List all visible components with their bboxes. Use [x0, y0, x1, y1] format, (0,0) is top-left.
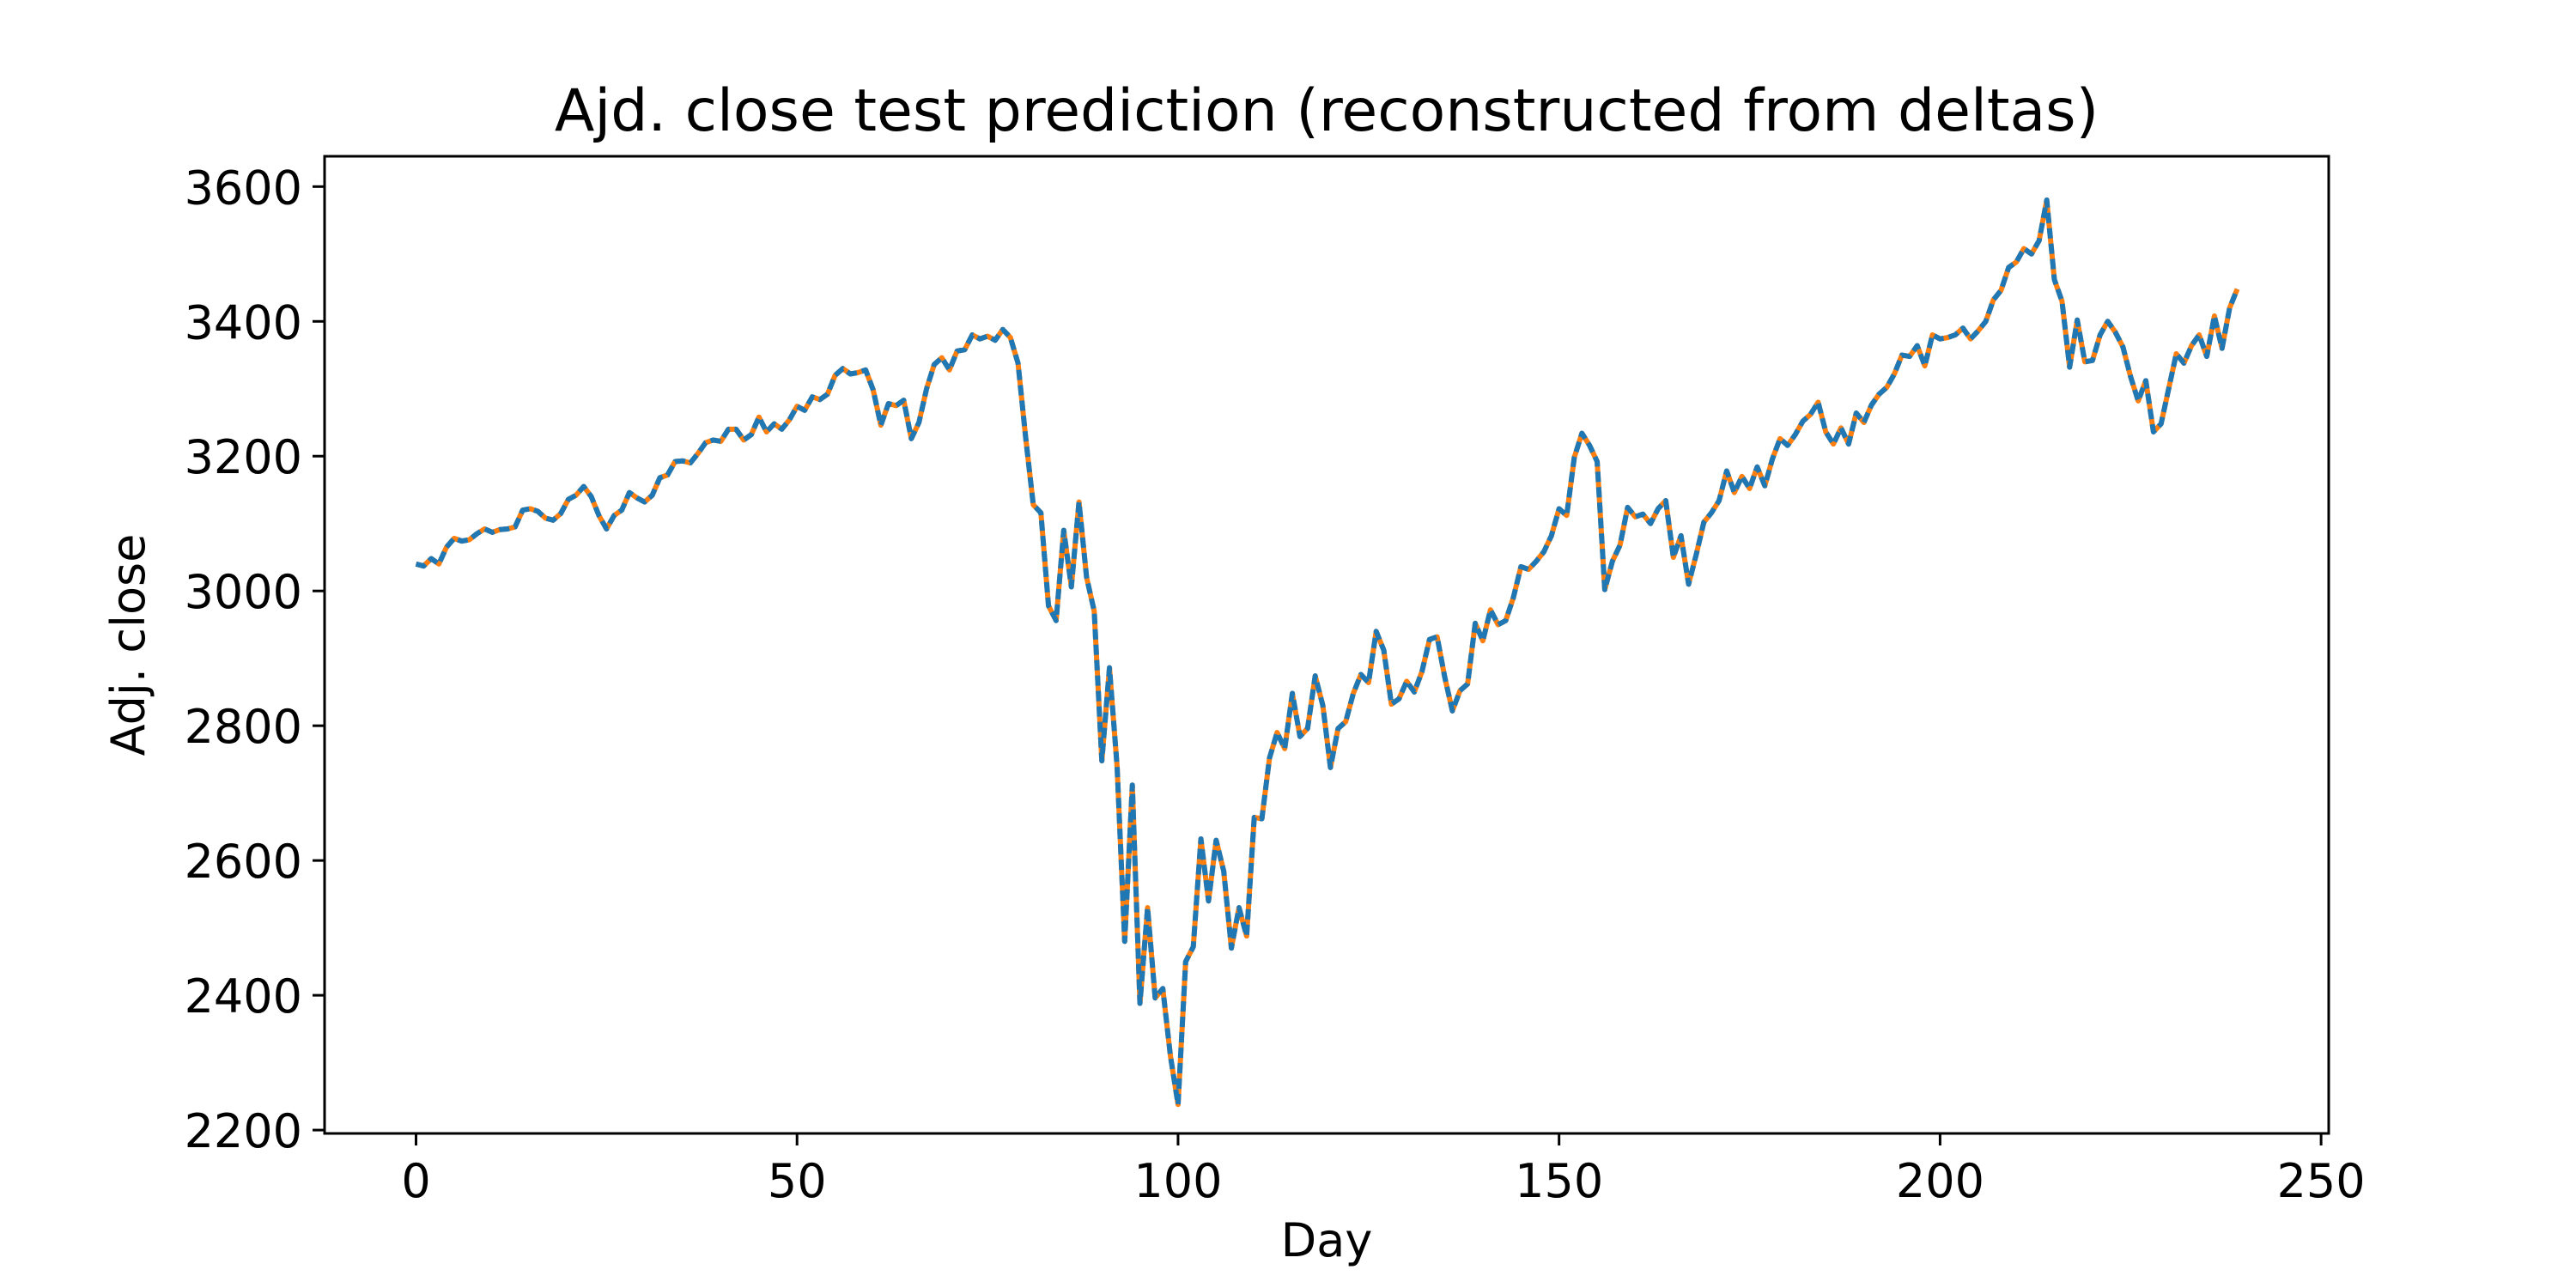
x-axis-label: Day: [1281, 1213, 1373, 1267]
x-tick-label: 100: [1133, 1154, 1222, 1208]
series-line-0: [415, 197, 2240, 1108]
y-tick-label: 3400: [185, 295, 302, 349]
x-tick-label: 150: [1515, 1154, 1603, 1208]
y-tick-label: 2400: [185, 969, 302, 1024]
plot-area: [415, 197, 2240, 1108]
y-tick-label: 2200: [185, 1104, 302, 1158]
plot-frame: [323, 155, 2330, 1135]
y-tick-label: 3200: [185, 430, 302, 484]
series-line-1: [415, 197, 2240, 1108]
y-tick-label: 3000: [185, 565, 302, 619]
y-tick-label: 2600: [185, 835, 302, 889]
y-tick-label: 3600: [185, 161, 302, 215]
x-tick-label: 0: [401, 1154, 430, 1208]
x-axis: 0 50 100 150 200 250: [401, 1133, 2366, 1208]
y-axis: 2200 2400 2600 2800 3000 3200 3400 3600: [185, 161, 325, 1158]
x-tick-label: 250: [2277, 1154, 2366, 1208]
x-tick-label: 50: [768, 1154, 827, 1208]
y-tick-label: 2800: [185, 700, 302, 754]
y-axis-label: Adj. close: [101, 534, 155, 756]
chart-title: Ajd. close test prediction (reconstructe…: [555, 77, 2099, 145]
x-tick-label: 200: [1896, 1154, 1984, 1208]
